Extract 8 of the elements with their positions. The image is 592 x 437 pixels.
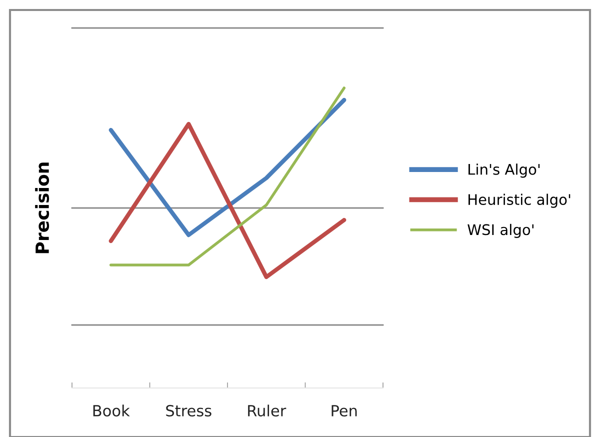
x-tick-label: Book xyxy=(93,404,130,416)
x-tick-label: Stress xyxy=(166,404,212,416)
y-axis-title: Precision xyxy=(35,162,50,254)
legend-label: WSI algo' xyxy=(468,224,534,238)
legend-label: Lin's Algo' xyxy=(468,164,540,178)
x-tick-label: Pen xyxy=(332,405,357,416)
x-tick-label: Ruler xyxy=(248,404,286,416)
legend-label: Heuristic algo' xyxy=(468,194,570,208)
